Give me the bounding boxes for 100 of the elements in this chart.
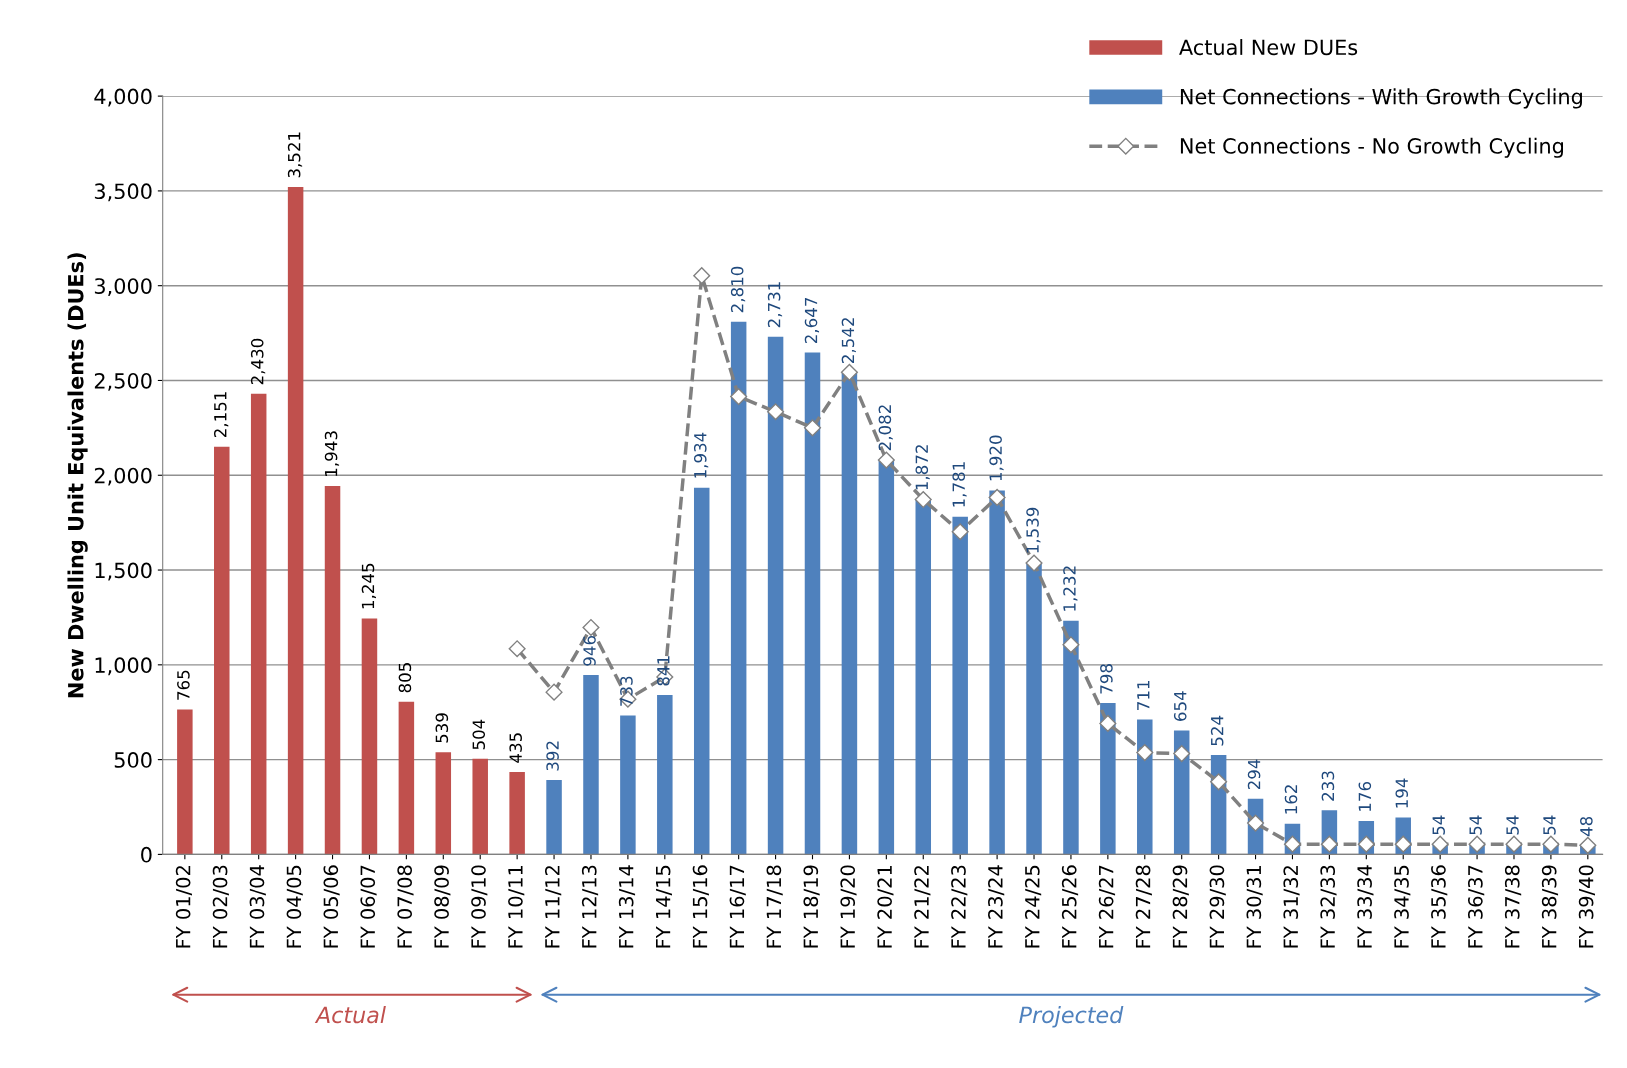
x-tick-label: FY 39/40 [1578,865,1595,948]
bar [177,709,193,855]
data-label: 504 [472,719,486,750]
data-label: 2,731 [767,282,783,328]
data-label: 54 [1469,815,1482,835]
data-label: 1,539 [1026,507,1041,553]
point [1062,636,1080,654]
x-tick-label: FY 29/30 [1209,865,1226,948]
data-label: 2,082 [878,405,893,451]
x-tick-label: FY 33/34 [1357,865,1374,948]
point [1246,814,1265,832]
x-tick-label: FY 14/15 [656,865,672,948]
data-label: 294 [1247,759,1261,790]
bar [287,186,304,855]
y-tick-label: 2,000 [94,467,152,486]
bar [509,771,525,855]
point [1579,836,1597,854]
x-tick-label: FY 12/13 [581,865,599,948]
x-tick-label: FY 31/32 [1283,866,1300,948]
x-tick-label: FY 11/12 [544,866,562,948]
data-label: 2,151 [214,392,229,438]
bar [583,675,599,855]
legend-label: Actual New DUEs [1179,39,1358,56]
point [988,488,1006,506]
point [1136,744,1154,762]
data-label: 2,810 [730,266,746,313]
point [767,403,785,421]
x-tick-label: FY 20/21 [877,865,894,948]
point [1468,835,1486,853]
legend-label: Net Connections - No Growth Cycling [1180,137,1563,158]
text: Actual [314,1006,386,1024]
y-tick-label: 1,500 [95,562,152,581]
data-label: 524 [1210,715,1224,746]
x-tick-label: FY 17/18 [766,865,783,948]
bar [472,758,488,855]
x-tick-label: FY 37/38 [1504,865,1522,948]
legend-label: Net Connections - With Growth Cycling [1180,88,1582,109]
bar [693,487,710,855]
x-tick-label: FY 06/07 [360,865,377,948]
x-tick-label: FY 07/08 [397,865,414,948]
point [1357,835,1375,853]
bar [620,715,636,855]
data-label: 841 [657,656,670,686]
y-tick-label: 3,000 [94,278,152,297]
data-label: 711 [1137,681,1150,710]
y-tick-label: 4,000 [94,88,152,107]
y-axis-title: New Dwelling Unit Equivalents (DUEs) [67,253,88,698]
point [951,523,969,541]
point [1099,714,1117,732]
point [1173,744,1191,763]
data-label: 54 [1543,815,1556,835]
bar [1026,562,1042,855]
y-tick-label: 0 [141,846,152,863]
bar [915,499,932,855]
x-tick-label: FY 36/37 [1468,865,1485,948]
y-tick-label: 500 [114,752,152,768]
point [693,267,711,285]
x-tick-label: FY 16/17 [729,865,746,948]
data-label: 435 [509,733,522,763]
x-tick-label: FY 22/23 [951,865,968,948]
data-label: 539 [435,713,449,743]
data-label: 798 [1100,664,1113,694]
x-tick-label: FY 27/28 [1135,865,1152,948]
x-tick-label: FY 28/29 [1172,865,1189,948]
data-label: 765 [177,670,190,700]
x-tick-label: FY 01/02 [175,866,193,948]
bar [1100,703,1116,855]
text: Projected [1019,1006,1124,1028]
point [1025,554,1043,572]
bar [214,446,230,855]
data-label: 1,872 [915,445,930,490]
point [582,618,600,637]
data-label: 1,232 [1063,566,1078,611]
data-label: 654 [1173,691,1187,721]
point [803,419,822,437]
x-tick-label: FY 24/25 [1024,865,1042,948]
data-label: 1,943 [324,431,340,476]
bar [989,490,1005,855]
data-label: 2,542 [841,318,856,363]
data-label: 48 [1580,816,1593,837]
data-label: 2,647 [804,297,820,344]
x-tick-label: FY 13/14 [618,865,636,948]
x-tick-label: FY 18/19 [803,865,820,948]
bar [1063,620,1079,855]
data-label: 54 [1506,815,1519,835]
bar [952,516,968,855]
point [914,490,932,509]
x-tick-label: FY 05/06 [323,865,340,948]
point [730,388,748,406]
x-tick-label: FY 02/03 [212,865,229,948]
data-label: 1,781 [952,462,967,507]
x-tick-label: FY 21/22 [914,866,931,948]
data-label: 54 [1432,815,1445,835]
bar [250,393,267,855]
data-label: 733 [620,676,633,706]
point [1210,773,1228,791]
x-tick-label: FY 08/09 [434,865,451,948]
bar [841,372,858,855]
y-tick-label: 1,000 [95,657,152,676]
data-label: 1,245 [361,563,376,609]
